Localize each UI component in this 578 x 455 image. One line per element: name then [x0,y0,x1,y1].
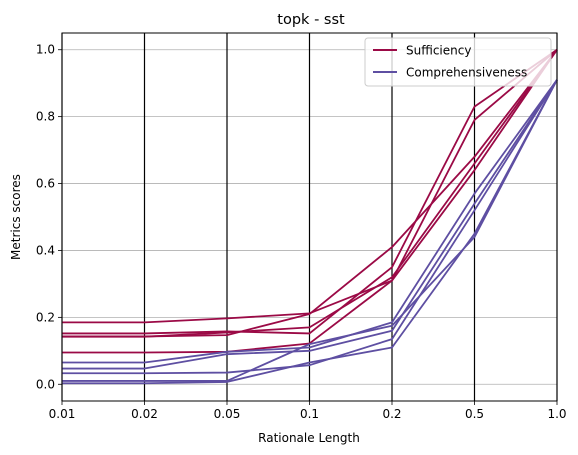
y-tick-label-3: 0.6 [36,177,55,191]
legend-box [364,37,552,87]
series-line-comprehensiveness-9 [62,79,558,385]
series-line-comprehensiveness-5 [62,79,558,364]
series-line-comprehensiveness-8 [62,79,558,382]
series-line-comprehensiveness-7 [62,79,558,375]
y-tick-label-5: 1.0 [36,43,55,57]
y-tick-label-4: 0.8 [36,110,55,124]
x-axis-label: Rationale Length [258,431,360,445]
series-line-sufficiency-3 [62,49,558,338]
x-tick-label-6: 1.0 [547,407,566,421]
legend-label-sufficiency: Sufficiency [406,44,471,58]
legend-label-comprehensiveness: Comprehensiveness [406,66,527,80]
x-tick-label-4: 0.2 [382,407,401,421]
x-tick-label-2: 0.05 [214,407,241,421]
x-tick-label-0: 0.01 [49,407,76,421]
x-tick-label-1: 0.02 [131,407,158,421]
series-line-sufficiency-1 [62,48,558,335]
y-tick-label-1: 0.2 [36,310,55,324]
x-tick-label-5: 0.5 [465,407,484,421]
x-tick-label-3: 0.1 [300,407,319,421]
y-axis-ticks: 0.0 0.2 0.4 0.6 0.8 1.0 [36,43,62,391]
x-axis-ticks: 0.01 0.02 0.05 0.1 0.2 0.5 1.0 [49,401,567,421]
legend: Sufficiency Comprehensiveness [364,37,552,87]
y-tick-label-0: 0.0 [36,377,55,391]
series-layer [62,48,558,385]
y-tick-label-2: 0.4 [36,243,55,257]
chart-title: topk - sst [277,12,345,28]
y-axis-label: Metrics scores [9,174,23,260]
series-line-comprehensiveness-6 [62,79,558,370]
